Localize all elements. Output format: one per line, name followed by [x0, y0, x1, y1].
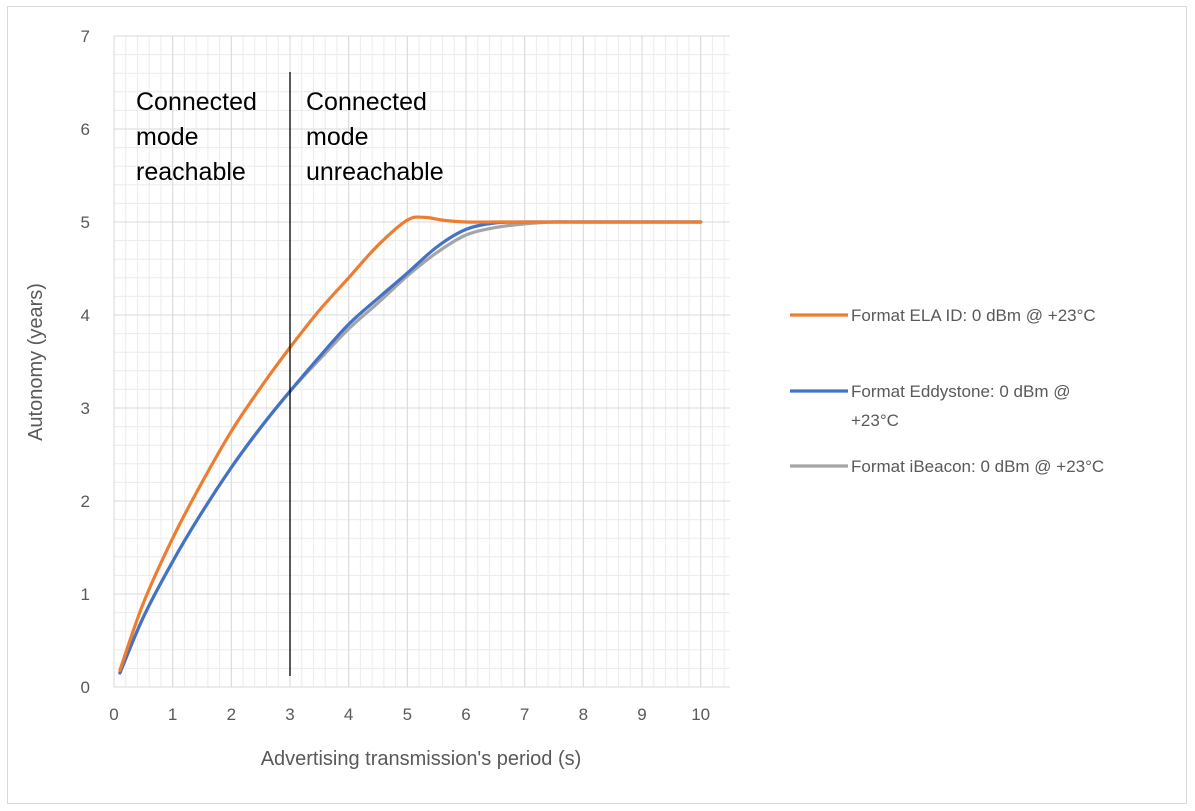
annotation-line: mode [306, 123, 369, 151]
series-line-2 [118, 220, 703, 675]
x-tick-label: 5 [403, 705, 412, 724]
legend: Format ELA ID: 0 dBm @ +23°C Format Eddys… [790, 306, 1104, 476]
y-tick-label: 3 [81, 399, 90, 418]
legend-label: Format Eddystone: 0 dBm @ +23°C [851, 382, 1070, 430]
series-line-0 [118, 215, 703, 672]
y-tick-label: 7 [81, 27, 90, 46]
y-tick-labels: 0 1 2 3 4 5 6 7 [81, 27, 90, 697]
series-line-1 [118, 220, 703, 675]
series-lines [118, 215, 703, 675]
y-tick-label: 5 [81, 213, 90, 232]
annotation-line: unreachable [306, 158, 444, 186]
x-tick-label: 3 [285, 705, 294, 724]
y-tick-label: 0 [81, 678, 90, 697]
x-tick-label: 8 [579, 705, 588, 724]
x-tick-label: 1 [168, 705, 177, 724]
annotation-line: Connected [136, 88, 257, 116]
x-tick-label: 10 [691, 705, 710, 724]
y-axis-title: Autonomy (years) [25, 283, 47, 441]
y-tick-label: 4 [81, 306, 90, 325]
annotation-line: reachable [136, 158, 246, 186]
legend-item-1: Format Eddystone: 0 dBm @ +23°C [790, 382, 1070, 430]
x-tick-labels: 0 1 2 3 4 5 6 7 8 9 10 [109, 705, 710, 724]
x-tick-label: 6 [461, 705, 470, 724]
annotation-line: Connected [306, 88, 427, 116]
legend-label: Format ELA ID: 0 dBm @ +23°C [851, 306, 1096, 325]
annotation-line: mode [136, 123, 199, 151]
y-tick-label: 1 [81, 585, 90, 604]
legend-label: Format iBeacon: 0 dBm @ +23°C [851, 457, 1104, 476]
y-tick-label: 6 [81, 120, 90, 139]
x-tick-label: 7 [520, 705, 529, 724]
annotation-connected-mode-reachable: Connected mode reachable [136, 88, 257, 186]
legend-item-0: Format ELA ID: 0 dBm @ +23°C [790, 306, 1096, 325]
legend-item-2: Format iBeacon: 0 dBm @ +23°C [790, 457, 1104, 476]
annotation-connected-mode-unreachable: Connected mode unreachable [306, 88, 444, 186]
x-tick-label: 4 [344, 705, 353, 724]
x-tick-label: 0 [109, 705, 118, 724]
x-axis-title: Advertising transmission's period (s) [261, 748, 582, 770]
x-tick-label: 2 [227, 705, 236, 724]
minor-gridlines [113, 35, 730, 688]
y-tick-label: 2 [81, 492, 90, 511]
x-tick-label: 9 [637, 705, 646, 724]
chart-frame [7, 6, 1187, 804]
major-gridlines [113, 35, 730, 688]
